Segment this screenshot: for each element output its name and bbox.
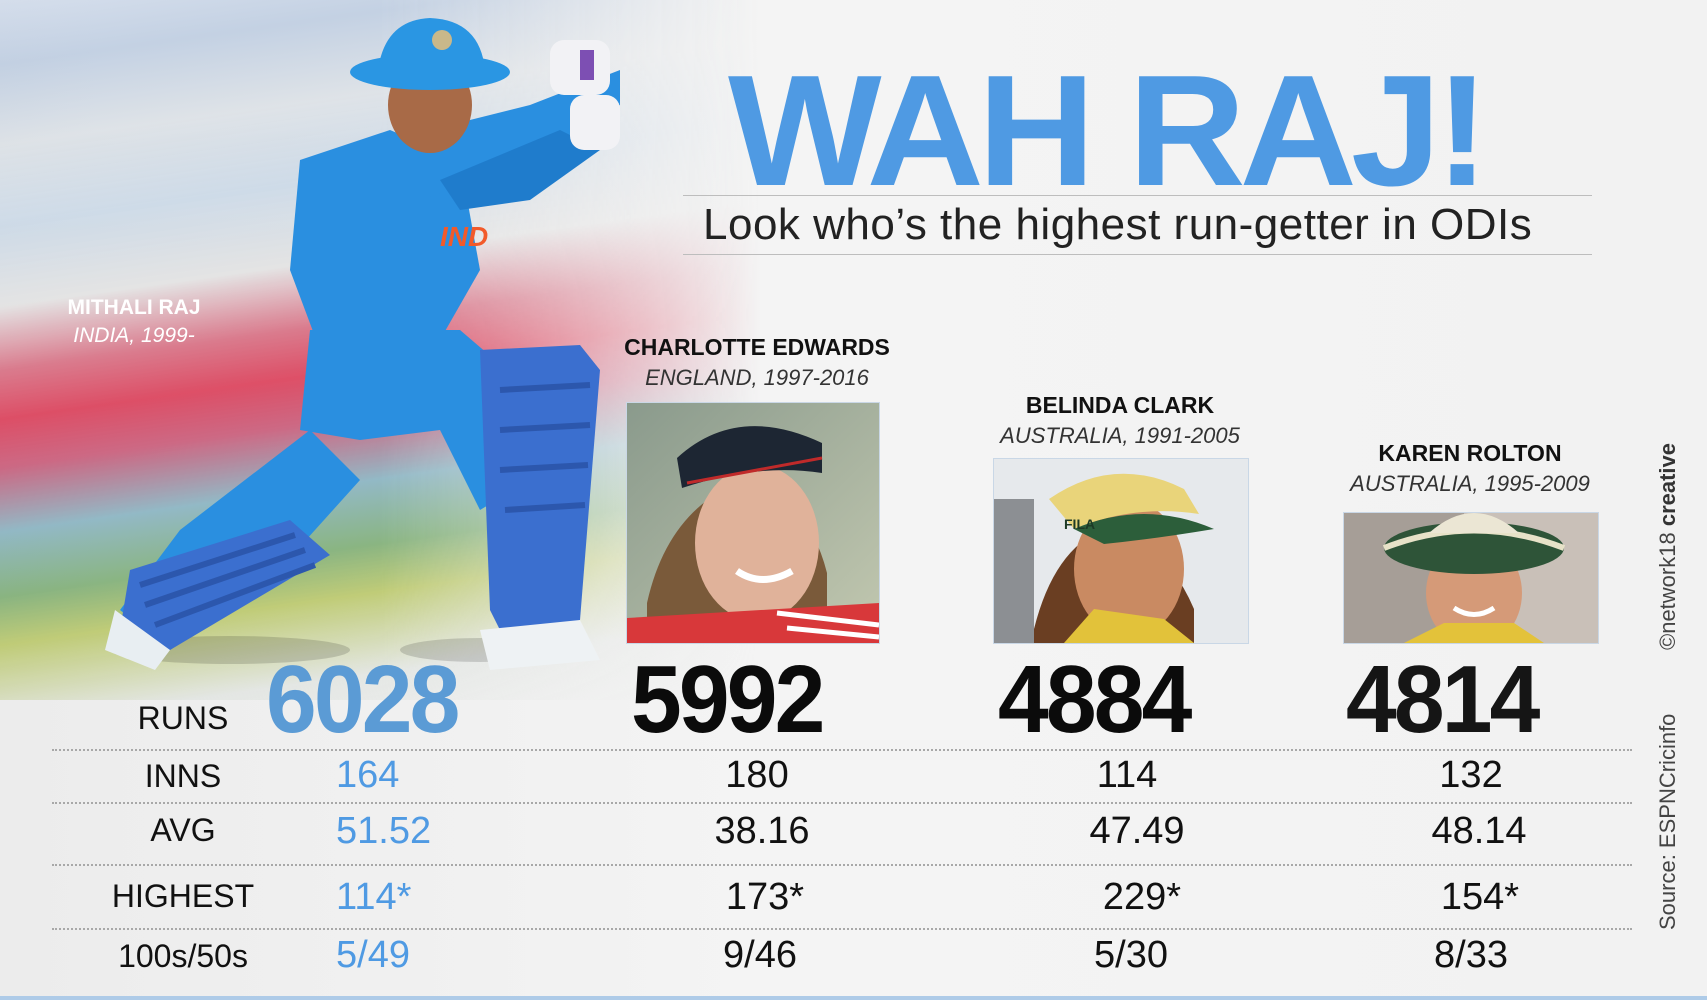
highest-value-charlotte-edwards: 173* bbox=[725, 876, 805, 918]
bottom-bar bbox=[0, 996, 1707, 1000]
runs-value-charlotte-edwards: 5992 bbox=[631, 646, 825, 753]
copyright-credit: ©network18 creative bbox=[1655, 443, 1681, 650]
page-title: WAH RAJ! bbox=[728, 43, 1489, 219]
row-label-inns: INNS bbox=[144, 758, 222, 794]
row-divider bbox=[52, 864, 1632, 866]
player-country-span: AUSTRALIA, 1995-2009 bbox=[1350, 471, 1590, 496]
inns-value-charlotte-edwards: 180 bbox=[725, 754, 789, 796]
player-country-span: INDIA, 1999- bbox=[73, 324, 195, 347]
player-header-mithali-raj: MITHALI RAJ INDIA, 1999- bbox=[68, 296, 201, 348]
row-label-hundreds-fifties: 100s/50s bbox=[118, 938, 248, 974]
source-credit: Source: ESPNCricinfo bbox=[1655, 713, 1680, 930]
row-divider bbox=[52, 749, 1632, 751]
batter-photo-icon: IND bbox=[105, 18, 620, 670]
row-label-avg: AVG bbox=[150, 812, 216, 848]
player-name: MITHALI RAJ bbox=[67, 296, 201, 319]
player-header-belinda-clark: BELINDA CLARK AUSTRALIA, 1991-2005 bbox=[1000, 392, 1240, 449]
page-subtitle: Look who’s the highest run-getter in ODI… bbox=[703, 200, 1533, 249]
row-label-runs: RUNS bbox=[137, 700, 229, 736]
svg-text:FILA: FILA bbox=[1064, 516, 1095, 532]
avg-value-belinda-clark: 47.49 bbox=[1089, 810, 1185, 852]
avg-value-karen-rolton: 48.14 bbox=[1431, 810, 1527, 852]
highest-value-belinda-clark: 229* bbox=[1102, 876, 1182, 918]
runs-value-mithali-raj: 6028 bbox=[266, 646, 460, 753]
player-country-span: ENGLAND, 1997-2016 bbox=[645, 365, 869, 390]
avg-value-charlotte-edwards: 38.16 bbox=[714, 810, 810, 852]
portrait-photo-edwards-icon bbox=[626, 402, 880, 644]
inns-value-belinda-clark: 114 bbox=[1096, 754, 1158, 796]
highest-value-mithali-raj: 114* bbox=[336, 876, 412, 918]
row-divider bbox=[52, 928, 1632, 930]
runs-value-karen-rolton: 4814 bbox=[1346, 646, 1540, 753]
copyright-text: ©network18 bbox=[1655, 526, 1680, 650]
hundreds-fifties-value-charlotte-edwards: 9/46 bbox=[723, 934, 797, 976]
player-header-charlotte-edwards: CHARLOTTE EDWARDS ENGLAND, 1997-2016 bbox=[624, 334, 890, 391]
highest-value-karen-rolton: 154* bbox=[1440, 876, 1520, 918]
portrait-photo-rolton-icon bbox=[1343, 512, 1599, 644]
copyright-brand: creative bbox=[1655, 442, 1680, 527]
player-name: KAREN ROLTON bbox=[1378, 440, 1562, 466]
inns-value-mithali-raj: 164 bbox=[336, 754, 400, 796]
portrait-photo-clark-icon: FILA bbox=[993, 458, 1249, 644]
inns-value-karen-rolton: 132 bbox=[1439, 754, 1503, 796]
avg-value-mithali-raj: 51.52 bbox=[336, 810, 432, 852]
row-divider bbox=[52, 802, 1632, 804]
hundreds-fifties-value-belinda-clark: 5/30 bbox=[1094, 934, 1168, 976]
row-label-highest: HIGHEST bbox=[111, 878, 255, 914]
runs-value-belinda-clark: 4884 bbox=[998, 646, 1192, 753]
player-header-karen-rolton: KAREN ROLTON AUSTRALIA, 1995-2009 bbox=[1350, 440, 1590, 497]
player-country-span: AUSTRALIA, 1991-2005 bbox=[1000, 423, 1240, 448]
hundreds-fifties-value-karen-rolton: 8/33 bbox=[1434, 934, 1508, 976]
player-name: BELINDA CLARK bbox=[1025, 392, 1215, 418]
hundreds-fifties-value-mithali-raj: 5/49 bbox=[336, 934, 410, 976]
svg-text:IND: IND bbox=[440, 221, 488, 252]
title-divider-bottom bbox=[683, 254, 1592, 255]
title-divider-top bbox=[683, 195, 1592, 196]
player-name: CHARLOTTE EDWARDS bbox=[624, 334, 890, 360]
